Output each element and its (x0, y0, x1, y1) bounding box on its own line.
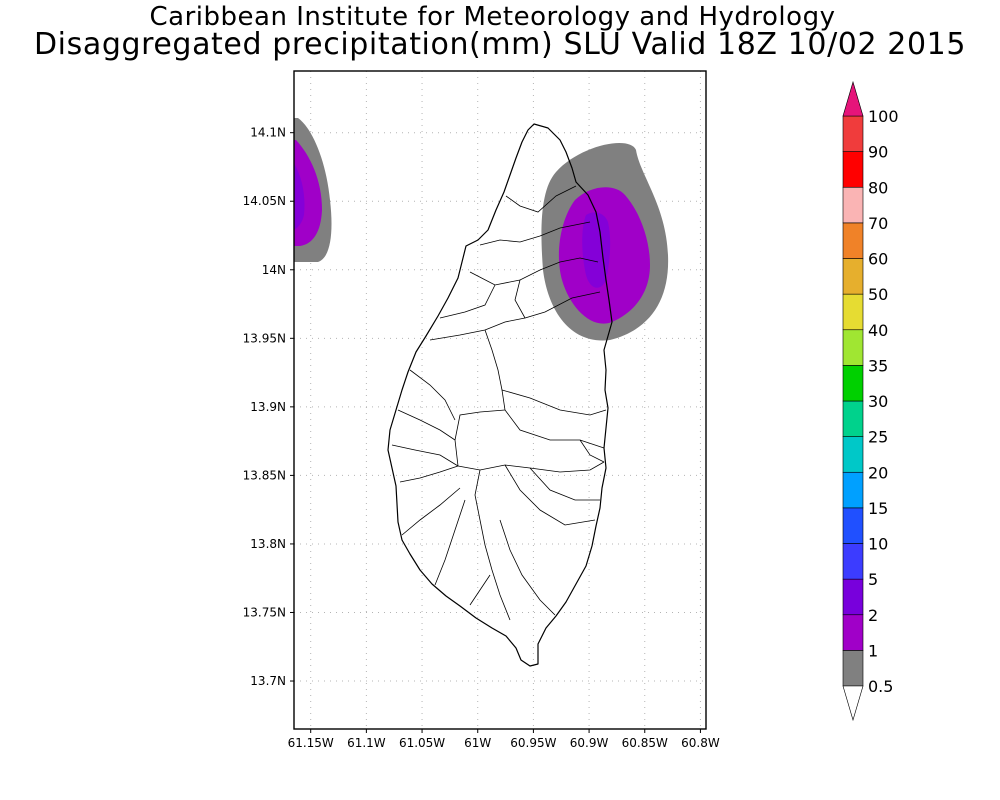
lon-tick-label: 61.05W (399, 736, 445, 750)
colorbar-over-triangle (842, 80, 864, 117)
colorbar-swatch (842, 650, 864, 687)
colorbar-swatch (842, 293, 864, 331)
lon-tick-label: 60.85W (622, 736, 668, 750)
colorbar-level-label: 20 (868, 463, 888, 482)
lat-tick-label: 14.1N (250, 126, 286, 140)
lat-tick-label: 13.7N (250, 674, 286, 688)
colorbar-swatch (842, 400, 864, 437)
island-watersheds (391, 185, 607, 621)
lon-tick-label: 61.15W (288, 736, 334, 750)
lon-tick-label: 61W (464, 736, 491, 750)
lat-tick-label: 14.05N (243, 194, 286, 208)
lat-tick-label: 13.85N (243, 468, 286, 482)
lon-tick-label: 60.9W (570, 736, 609, 750)
colorbar-level-label: 2 (868, 606, 878, 625)
colorbar-level-label: 50 (868, 285, 888, 304)
colorbar-level-label: 1 (868, 641, 878, 660)
colorbar-level-label: 30 (868, 392, 888, 411)
colorbar-level-label: 15 (868, 499, 888, 518)
colorbar-level-label: 5 (868, 570, 878, 589)
colorbar-swatch (842, 258, 864, 295)
colorbar-level-label: 70 (868, 214, 888, 233)
lat-tick-label: 13.95N (243, 331, 286, 345)
colorbar-swatch (842, 329, 864, 366)
colorbar-swatch (842, 471, 864, 509)
colorbar-level-label: 80 (868, 178, 888, 197)
colorbar-under-triangle (842, 685, 864, 722)
colorbar-level-label: 40 (868, 321, 888, 340)
map-axes: 14.1N 14.05N 14N 13.95N 13.9N 13.85N 13.8N 13.7… (243, 126, 720, 750)
colorbar-level-label: 25 (868, 428, 888, 447)
colorbar-level-label: 10 (868, 535, 888, 554)
colorbar-level-label: 0.5 (868, 677, 893, 696)
colorbar-level-label: 90 (868, 143, 888, 162)
map-gridlines (294, 71, 706, 729)
colorbar-swatch (842, 578, 864, 616)
precip-area-northeast (541, 143, 669, 341)
colorbar-swatch (842, 614, 864, 651)
colorbar-level-label: 35 (868, 356, 888, 375)
colorbar-level-label: 60 (868, 250, 888, 269)
lon-tick-label: 60.95W (510, 736, 556, 750)
lat-tick-label: 13.75N (243, 605, 286, 619)
map-title-institute: Caribbean Institute for Meteorology and … (149, 2, 836, 32)
colorbar-level-label: 100 (868, 107, 899, 126)
colorbar-swatch (842, 365, 864, 402)
map-frame (293, 70, 707, 730)
island-outline (387, 123, 613, 667)
lat-tick-label: 13.9N (250, 400, 286, 414)
lon-tick-label: 61.1W (347, 736, 386, 750)
colorbar-swatch (842, 507, 864, 544)
colorbar-swatch (842, 543, 864, 580)
precip-area-northwest (294, 118, 332, 262)
colorbar-swatch (842, 186, 864, 224)
colorbar-swatch (842, 222, 864, 259)
lat-tick-label: 13.8N (250, 537, 286, 551)
map-title-product: Disaggregated precipitation(mm) SLU Vali… (33, 27, 967, 62)
lat-tick-label: 14N (262, 263, 286, 277)
colorbar-swatch (842, 436, 864, 473)
colorbar-swatch (842, 115, 864, 152)
colorbar-swatch (842, 151, 864, 188)
lon-tick-label: 60.8W (681, 736, 720, 750)
